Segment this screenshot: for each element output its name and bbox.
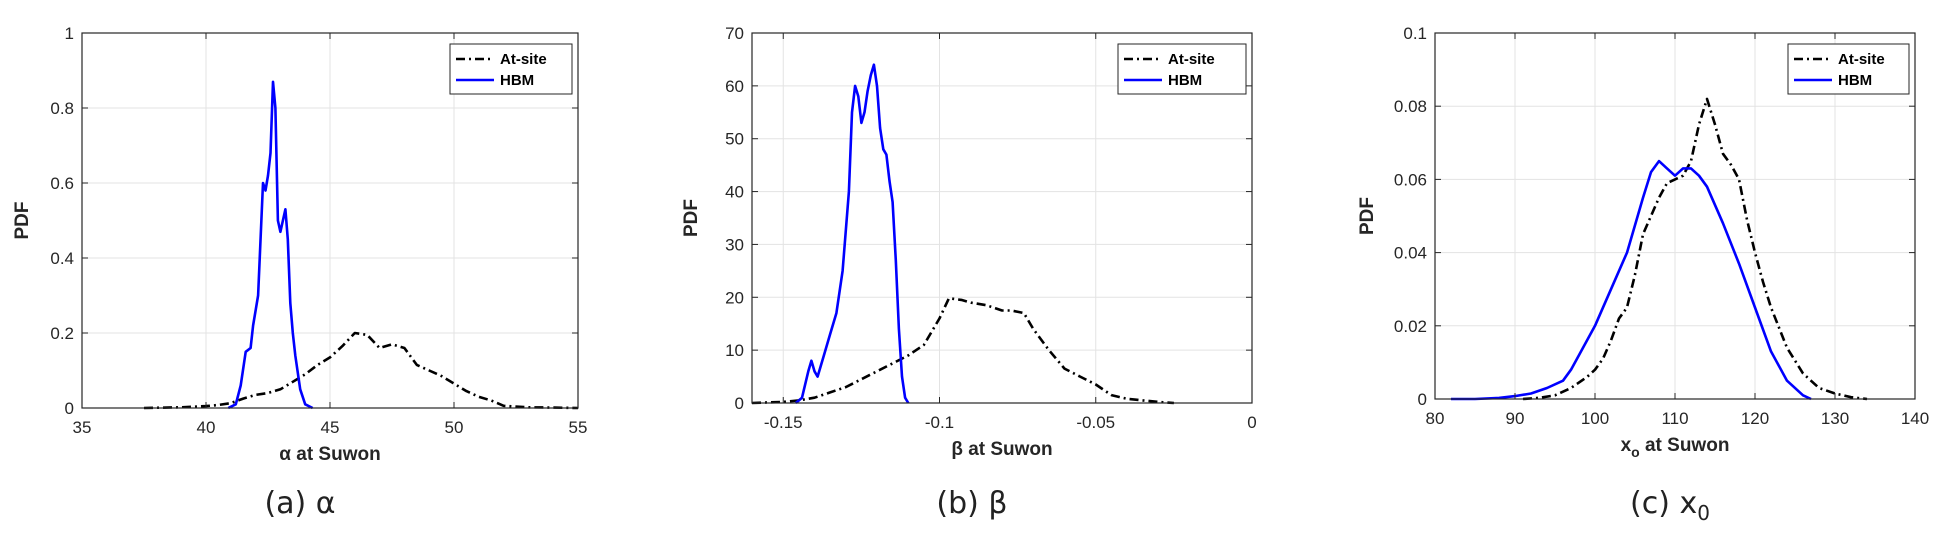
y-tick-label: 0.02 xyxy=(1394,317,1427,336)
y-axis-label: PDF xyxy=(1357,197,1378,235)
x-tick-label: 80 xyxy=(1426,409,1445,428)
x-tick-label: 50 xyxy=(445,418,464,437)
legend: At-site HBM xyxy=(1117,43,1247,95)
y-tick-label: 60 xyxy=(725,77,744,96)
y-axis-label: PDF xyxy=(12,202,33,240)
x-tick-label: 100 xyxy=(1581,409,1609,428)
y-tick-label: 0.2 xyxy=(50,324,74,343)
x-axis-label: xo at Suwon xyxy=(1621,435,1730,460)
legend-box xyxy=(449,43,573,95)
y-tick-label: 0.08 xyxy=(1394,97,1427,116)
y-tick-label: 0.6 xyxy=(50,174,74,193)
panel-caption: (a) α xyxy=(264,486,335,521)
legend-box xyxy=(1787,43,1910,95)
series-line-at-site xyxy=(751,297,1174,405)
chart-panel-a: 35 40 45 50 55 0 0.2 0.4 0.6 0.8 1 PDF α at Suwon At-… xyxy=(12,24,587,521)
chart-panel-c: 80 90 100 110 120 130 140 0 0.02 0.04 0.06 0.08 0.1 P… xyxy=(1357,24,1929,525)
x-tick-label: 35 xyxy=(73,418,92,437)
y-tick-label: 70 xyxy=(725,24,744,43)
axes-box xyxy=(751,32,1253,404)
y-axis-label: PDF xyxy=(681,199,702,237)
x-tick-label: 0 xyxy=(1247,413,1256,432)
y-tick-label: 0.4 xyxy=(50,249,74,268)
panel-caption: (c) x0 xyxy=(1630,486,1710,525)
chart-panel-b: -0.15 -0.1 -0.05 0 0 10 20 30 40 50 60 70 PDF β at Su… xyxy=(681,24,1257,521)
legend-box xyxy=(1117,43,1247,95)
x-tick-label: -0.05 xyxy=(1076,413,1115,432)
y-tick-label: 0 xyxy=(735,394,744,413)
x-tick-label: 110 xyxy=(1661,409,1688,428)
y-tick-label: 0 xyxy=(65,399,74,418)
y-tick-label: 0.04 xyxy=(1394,244,1427,263)
x-tick-label: 45 xyxy=(321,418,340,437)
x-tick-label: -0.15 xyxy=(764,413,803,432)
series-line-hbm xyxy=(227,80,314,410)
y-tick-label: 30 xyxy=(725,235,744,254)
y-tick-label: 40 xyxy=(725,183,744,202)
legend-label: HBM xyxy=(1838,72,1872,89)
legend-label: At-site xyxy=(1838,51,1885,68)
series-line-at-site xyxy=(143,331,579,410)
x-tick-label: 140 xyxy=(1901,409,1929,428)
y-tick-label: 50 xyxy=(725,130,744,149)
x-tick-label: 130 xyxy=(1821,409,1849,428)
series-line-hbm xyxy=(1451,159,1812,401)
x-tick-label: 55 xyxy=(569,418,588,437)
legend-label: HBM xyxy=(500,72,534,89)
panel-caption: (b) β xyxy=(936,486,1007,521)
y-tick-label: 0 xyxy=(1418,390,1427,409)
series-line-hbm xyxy=(794,63,910,404)
y-tick-label: 10 xyxy=(725,341,744,360)
x-axis-label: α at Suwon xyxy=(279,444,380,465)
y-tick-label: 20 xyxy=(725,288,744,307)
y-tick-label: 0.1 xyxy=(1403,24,1427,43)
x-axis-label: β at Suwon xyxy=(951,439,1052,460)
y-tick-label: 0.8 xyxy=(50,99,74,118)
x-tick-label: 40 xyxy=(197,418,216,437)
legend: At-site HBM xyxy=(1787,43,1910,95)
x-tick-label: -0.1 xyxy=(925,413,954,432)
legend-label: HBM xyxy=(1168,72,1202,89)
x-tick-label: 90 xyxy=(1506,409,1525,428)
y-tick-label: 1 xyxy=(65,24,74,43)
legend: At-site HBM xyxy=(449,43,573,95)
plot-area xyxy=(752,33,1252,403)
x-tick-label: 120 xyxy=(1741,409,1769,428)
y-tick-label: 0.06 xyxy=(1394,170,1427,189)
legend-label: At-site xyxy=(500,51,547,68)
legend-label: At-site xyxy=(1168,51,1215,68)
